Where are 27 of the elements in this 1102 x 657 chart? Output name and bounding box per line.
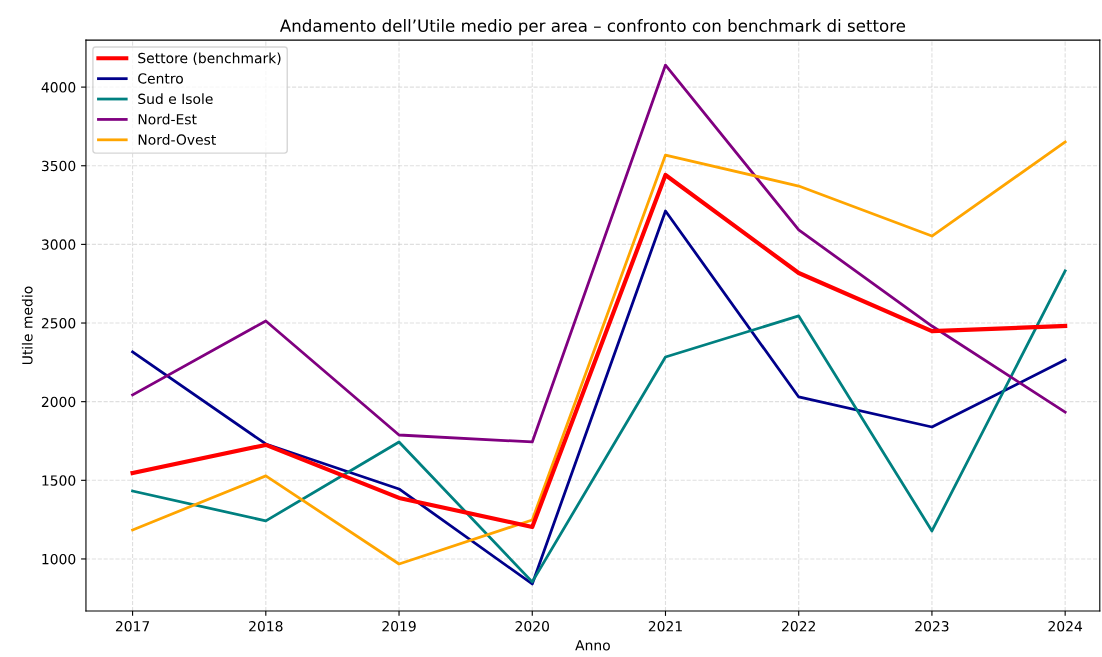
y-tick-label: 1000 — [42, 553, 76, 565]
line-series — [131, 269, 1067, 584]
x-tick-label: 2019 — [382, 620, 416, 632]
legend-label: Centro — [138, 73, 183, 84]
line-series — [131, 209, 1067, 586]
line-series — [131, 63, 1067, 444]
line-series — [130, 172, 1068, 530]
y-tick-label: 4000 — [41, 82, 76, 93]
chart-title: Andamento dell’Utile medio per area – confronto con benchmark di settore — [279, 19, 906, 36]
legend-label: Nord-Ovest — [138, 134, 216, 145]
y-tick-label: 2500 — [41, 318, 76, 329]
y-tick-label: 2000 — [41, 396, 76, 408]
x-tick-label: 2017 — [115, 620, 150, 632]
x-axis-title: Anno — [575, 640, 610, 651]
legend-label: Nord-Est — [138, 113, 197, 125]
y-tick-label: 1500 — [42, 475, 76, 486]
legend-label: Sud e Isole — [138, 93, 213, 105]
y-tick-label: 3000 — [41, 239, 76, 250]
x-tick-label: 2018 — [249, 620, 283, 632]
x-tick-label: 2020 — [515, 620, 550, 632]
x-tick-label: 2022 — [782, 620, 815, 632]
x-tick-label: 2023 — [915, 620, 949, 632]
x-tick-label: 2024 — [1048, 620, 1083, 632]
legend-label: Settore (benchmark) — [138, 52, 281, 65]
x-tick-label: 2021 — [648, 620, 682, 632]
y-tick-label: 3500 — [41, 160, 76, 172]
y-axis-title: Utile medio — [21, 286, 33, 365]
